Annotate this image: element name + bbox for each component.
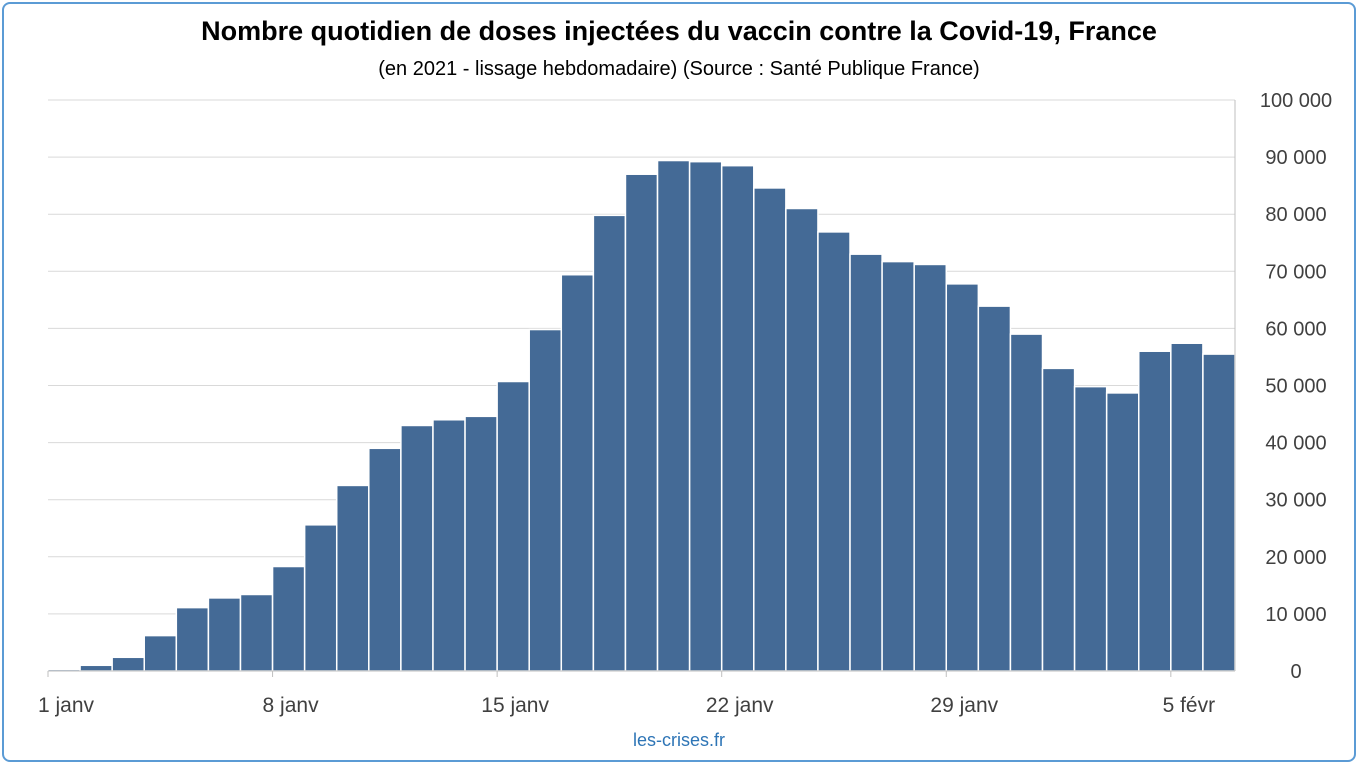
y-tick-label: 40 000: [1265, 433, 1326, 455]
bar: [79, 664, 113, 672]
bar: [111, 656, 145, 672]
x-axis-ticks: 1 janv 8 janv 15 janv 22 janv 29 janv 5 févr: [38, 671, 1215, 717]
x-tick-label: 29 janv: [930, 694, 998, 717]
bar: [1009, 333, 1044, 672]
bar: [207, 597, 242, 672]
x-tick-label: 1 janv: [38, 694, 95, 717]
bar: [720, 164, 755, 672]
bar: [977, 305, 1012, 672]
bar: [1105, 392, 1140, 672]
y-tick-label: 60 000: [1265, 318, 1326, 340]
chart-subtitle: (en 2021 - lissage hebdomadaire) (Source…: [378, 58, 980, 80]
bar: [143, 634, 178, 672]
bar: [592, 214, 627, 672]
bar: [1041, 367, 1076, 672]
bar: [496, 380, 530, 672]
bar: [753, 187, 787, 672]
x-tick-label: 8 janv: [263, 694, 320, 717]
bar: [624, 173, 659, 672]
bar: [368, 447, 402, 672]
axes: [48, 100, 1236, 672]
y-tick-label: 0: [1290, 661, 1301, 683]
bar: [1073, 385, 1108, 672]
y-tick-label: 70 000: [1265, 261, 1326, 283]
bar: [785, 207, 819, 672]
x-tick-label: 22 janv: [706, 694, 774, 717]
bar: [849, 253, 883, 672]
y-tick-label: 80 000: [1265, 204, 1326, 226]
bar: [528, 328, 563, 672]
y-tick-label: 10 000: [1265, 604, 1326, 626]
bar: [432, 419, 466, 672]
y-tick-label: 20 000: [1265, 547, 1326, 569]
chart-title: Nombre quotidien de doses injectées du v…: [201, 16, 1157, 46]
bar: [1138, 350, 1172, 672]
bar: [913, 263, 948, 672]
bar: [656, 159, 691, 672]
bar: [881, 260, 915, 672]
bar: [175, 606, 210, 672]
bar: [1170, 342, 1204, 672]
bar: [271, 565, 306, 672]
source-credit: les-crises.fr: [632, 730, 725, 750]
bar: [560, 273, 595, 672]
bar: [464, 415, 498, 672]
y-tick-label: 100 000: [1260, 90, 1332, 112]
y-tick-label: 50 000: [1265, 376, 1326, 398]
bar: [945, 283, 980, 672]
bar: [239, 593, 274, 672]
bar: [400, 424, 434, 672]
bar: [303, 524, 338, 672]
x-tick-label: 5 févr: [1163, 694, 1216, 717]
x-tick-label: 15 janv: [481, 694, 549, 717]
bars: [47, 159, 1236, 672]
bar: [688, 160, 723, 672]
bar: [335, 484, 370, 672]
y-tick-label: 90 000: [1265, 147, 1326, 169]
bar: [1202, 353, 1236, 672]
y-tick-label: 30 000: [1265, 490, 1326, 512]
bar: [817, 231, 851, 672]
y-axis-ticks: 100 000 90 000 80 000 70 000 60 000 50 000 40 …: [1260, 90, 1332, 683]
